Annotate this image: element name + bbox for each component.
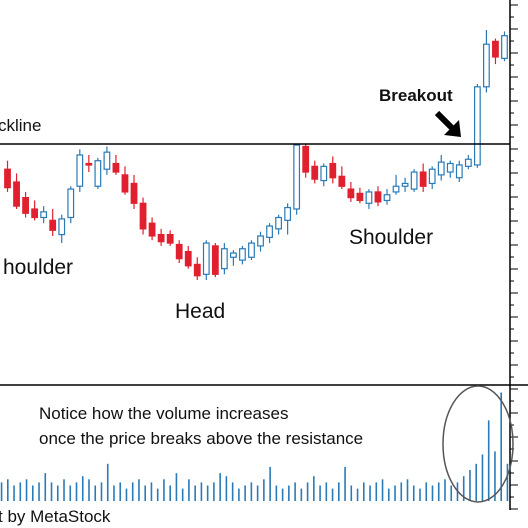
candle-body [294, 145, 300, 209]
candle-body [258, 236, 264, 246]
candle-body [68, 189, 74, 217]
candle-body [357, 193, 363, 200]
candle-body [339, 176, 345, 186]
candle-body [276, 218, 282, 229]
candle-body [113, 164, 119, 173]
left-shoulder-label: houlder [3, 256, 73, 279]
candle-body [447, 164, 453, 173]
candle-body [59, 219, 65, 235]
candle-body [393, 186, 399, 192]
candle-body [375, 192, 381, 202]
candle-body [77, 155, 83, 186]
candle-body [131, 183, 137, 203]
candle-body [122, 175, 128, 192]
candle-body [167, 235, 173, 244]
candle-body [438, 162, 444, 175]
candle-body [204, 243, 210, 274]
candle-body [240, 249, 246, 260]
candle-body [222, 249, 228, 269]
candle-body [466, 159, 472, 166]
candle-body [213, 246, 219, 274]
candle-body [484, 44, 490, 87]
volume-note-line-2: once the price breaks above the resistan… [39, 429, 363, 448]
candle-body [366, 192, 372, 203]
candle-body [32, 209, 38, 218]
candle-body [493, 41, 499, 57]
candle-body [5, 169, 11, 187]
candle-body [23, 198, 29, 214]
candle-body [429, 169, 435, 183]
candle-body [402, 183, 408, 186]
right-shoulder-label: Shoulder [349, 226, 433, 249]
candle-body [185, 252, 191, 266]
candle-body [267, 226, 273, 237]
candle-body [330, 164, 336, 178]
candle-body [475, 87, 481, 165]
candle-body [249, 243, 255, 257]
candle-body [86, 164, 92, 166]
candle-body [50, 220, 56, 230]
neckline-label: ckline [0, 116, 41, 135]
candle-body [321, 166, 327, 180]
candle-body [285, 208, 291, 221]
candle-body [149, 223, 155, 236]
candle-body [303, 146, 309, 172]
candle-body [176, 244, 182, 258]
footer-credit: t by MetaStock [0, 507, 111, 526]
candle-body [104, 152, 110, 169]
candle-body [348, 189, 354, 198]
candle-body [457, 165, 463, 178]
candle-body [14, 182, 20, 206]
candle-body [140, 203, 146, 229]
candle-body [312, 166, 318, 179]
candle-body [41, 212, 47, 218]
breakout-label: Breakout [379, 86, 453, 105]
candle-body [502, 36, 508, 59]
candle-body [194, 264, 200, 275]
candle-body [158, 235, 164, 242]
candle-body [411, 172, 417, 189]
head-label: Head [175, 300, 225, 323]
candle-body [231, 253, 237, 257]
candle-body [420, 172, 426, 186]
volume-note-line-1: Notice how the volume increases [39, 404, 288, 423]
candle-body [95, 161, 101, 187]
candle-body [384, 195, 390, 201]
